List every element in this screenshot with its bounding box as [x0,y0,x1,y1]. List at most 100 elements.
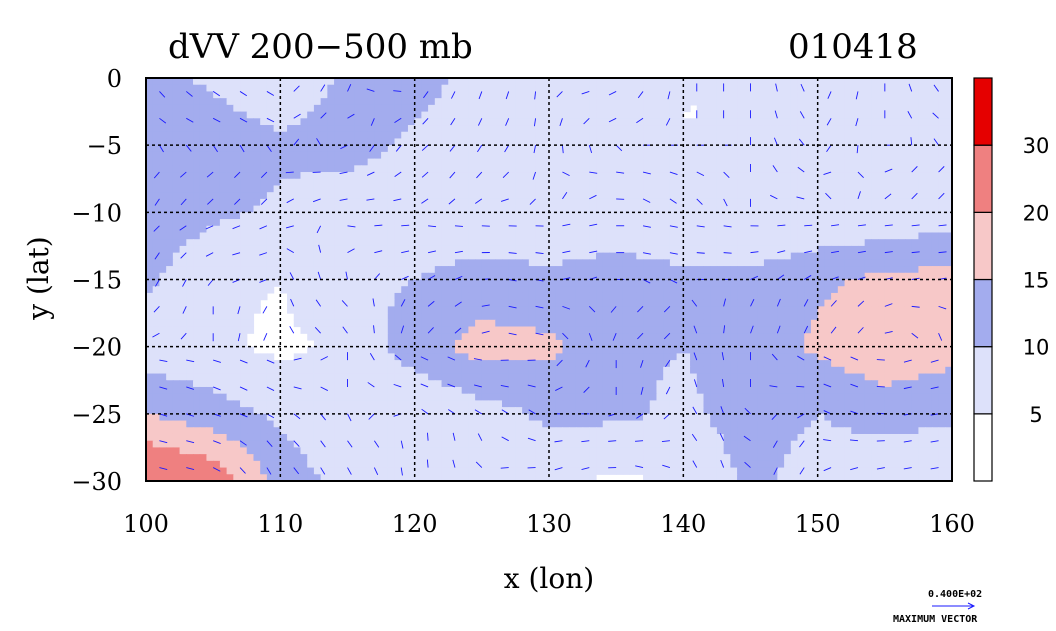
field-cell [287,111,295,119]
field-cell [676,245,684,254]
field-cell [918,225,926,234]
field-cell [454,232,463,240]
field-cell [810,245,819,254]
field-cell [293,118,302,126]
field-cell [394,272,402,281]
field-cell [226,245,234,254]
field-cell [790,326,799,334]
field-cell [844,333,852,341]
field-cell [663,299,671,307]
field-cell [656,346,664,354]
field-cell [320,84,328,93]
field-cell [555,151,564,160]
field-cell [898,346,906,354]
field-cell [199,266,208,274]
field-cell [266,259,275,267]
field-cell [562,158,570,166]
field-cell [334,104,342,113]
field-cell [716,111,725,119]
field-cell [837,353,846,361]
field-cell [179,78,187,86]
field-cell [327,239,335,247]
field-cell [945,131,953,140]
field-cell [911,151,920,160]
field-cell [643,151,651,160]
field-cell [683,151,691,160]
field-cell [569,192,577,200]
field-cell [770,78,778,86]
field-cell [575,111,584,119]
field-cell [320,104,328,113]
field-cell [549,299,557,307]
field-cell [219,266,228,274]
field-cell [596,172,604,180]
field-cell [374,272,382,281]
field-cell [864,172,872,180]
field-cell [320,346,328,354]
field-cell [360,125,369,133]
field-cell [656,151,664,160]
field-cell [864,185,872,193]
field-cell [334,286,342,294]
field-cell [441,272,449,281]
field-cell [609,172,617,180]
field-cell [528,91,537,99]
field-cell [193,239,201,247]
field-cell [475,245,483,254]
field-cell [381,286,389,294]
field-cell [690,84,698,93]
field-cell [810,259,819,267]
field-cell [542,232,550,240]
field-cell [737,151,745,160]
field-cell [743,252,752,260]
field-cell [246,313,255,321]
field-cell [777,326,785,334]
field-cell [918,91,926,99]
field-cell [334,279,342,287]
field-cell [844,198,852,207]
field-cell [166,266,174,274]
field-cell [475,91,483,99]
field-cell [481,245,490,254]
field-cell [253,138,261,146]
field-cell [501,151,510,160]
field-cell [555,326,564,334]
field-cell [609,286,617,294]
field-cell [891,111,899,119]
field-cell [730,198,738,207]
field-cell [596,131,604,140]
field-cell [515,125,523,133]
field-cell [549,272,557,281]
field-cell [522,178,530,187]
field-cell [683,192,691,200]
field-cell [240,131,248,140]
field-cell [253,219,261,227]
field-cell [636,198,644,207]
field-cell [555,104,564,113]
field-cell [488,212,496,220]
field-cell [528,232,537,240]
field-cell [414,98,422,106]
field-cell [656,239,664,247]
field-cell [219,84,228,93]
field-cell [233,118,241,126]
field-cell [925,138,933,146]
field-cell [750,198,758,207]
field-cell [206,326,214,334]
field-cell [434,91,443,99]
field-cell [730,313,738,321]
field-cell [193,145,201,153]
field-cell [226,91,234,99]
field-cell [696,266,705,274]
field-cell [562,239,570,247]
field-cell [233,91,241,99]
field-cell [750,266,758,274]
field-cell [401,178,409,187]
field-cell [629,118,637,126]
field-cell [535,259,543,267]
field-cell [508,91,517,99]
field-cell [401,192,409,200]
field-cell [421,225,429,234]
field-cell [307,326,315,334]
field-cell [495,219,503,227]
